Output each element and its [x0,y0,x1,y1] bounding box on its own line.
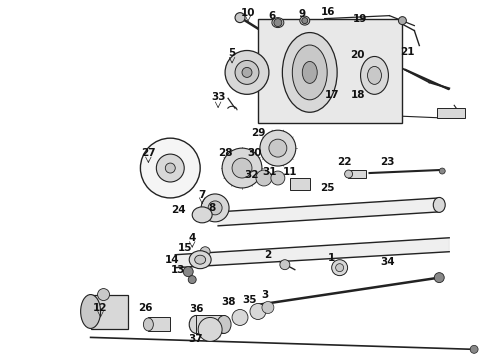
Text: 28: 28 [218,148,232,158]
Text: 11: 11 [283,167,297,177]
Circle shape [256,170,272,186]
Text: 18: 18 [350,90,365,100]
Bar [91,294,128,329]
Text: 32: 32 [245,170,259,180]
Text: 6: 6 [268,11,275,21]
Circle shape [269,139,287,157]
Circle shape [434,273,444,283]
Circle shape [156,154,184,182]
Circle shape [165,163,175,173]
Ellipse shape [302,62,317,84]
Text: 22: 22 [337,157,352,167]
Text: 20: 20 [350,50,365,60]
Bar [148,318,171,332]
Circle shape [141,138,200,198]
Ellipse shape [433,197,445,212]
Circle shape [188,276,196,284]
Circle shape [262,302,274,314]
Text: 19: 19 [352,14,367,24]
Text: 24: 24 [171,205,186,215]
Circle shape [235,60,259,84]
Text: 25: 25 [320,183,335,193]
Ellipse shape [361,57,389,94]
Text: 38: 38 [221,297,235,306]
Circle shape [398,17,406,24]
Text: 30: 30 [248,148,262,158]
Text: 8: 8 [209,203,216,213]
Circle shape [250,303,266,319]
Text: 23: 23 [380,157,395,167]
Text: 14: 14 [165,255,180,265]
Text: 5: 5 [228,49,236,58]
Circle shape [302,18,308,24]
Circle shape [222,148,262,188]
Text: 4: 4 [189,233,196,243]
Bar [258,19,402,123]
FancyArrowPatch shape [405,69,449,89]
Polygon shape [175,238,449,268]
Ellipse shape [81,294,100,328]
Circle shape [232,158,252,178]
Ellipse shape [192,207,212,223]
Ellipse shape [189,315,203,333]
Circle shape [344,170,353,178]
Circle shape [470,345,478,353]
Circle shape [260,130,296,166]
Bar [196,315,224,333]
Circle shape [332,260,347,276]
Ellipse shape [300,16,310,25]
Text: 26: 26 [138,302,153,312]
Text: 1: 1 [328,253,335,263]
Text: 27: 27 [141,148,156,158]
Ellipse shape [293,45,327,100]
Circle shape [280,260,290,270]
Text: 17: 17 [324,90,339,100]
Circle shape [225,50,269,94]
Text: 15: 15 [178,243,193,253]
Circle shape [208,201,222,215]
Text: 34: 34 [380,257,395,267]
Bar [347,170,366,178]
Circle shape [201,194,229,222]
Circle shape [235,13,245,23]
Circle shape [439,168,445,174]
Text: 37: 37 [188,334,202,345]
Circle shape [271,171,285,185]
Text: 21: 21 [400,48,415,58]
Text: 7: 7 [198,190,206,200]
Polygon shape [218,198,439,226]
Text: 13: 13 [171,265,186,275]
Circle shape [98,289,110,301]
Text: 36: 36 [189,305,203,315]
Circle shape [336,264,343,272]
Text: 33: 33 [211,92,225,102]
Ellipse shape [195,255,206,264]
Ellipse shape [144,318,153,331]
Text: 16: 16 [320,6,335,17]
Text: 31: 31 [263,167,277,177]
Circle shape [242,67,252,77]
Text: 10: 10 [241,8,255,18]
Text: 3: 3 [261,289,269,300]
Text: 29: 29 [251,128,265,138]
Ellipse shape [272,18,284,28]
Circle shape [274,19,282,27]
Text: 35: 35 [243,294,257,305]
Circle shape [232,310,248,325]
Text: 12: 12 [93,302,108,312]
Ellipse shape [282,32,337,112]
Text: 2: 2 [264,250,271,260]
Ellipse shape [368,67,382,84]
Text: 9: 9 [298,9,305,19]
Ellipse shape [189,251,211,269]
Circle shape [183,267,193,276]
Ellipse shape [217,315,231,333]
Circle shape [198,318,222,341]
Bar [290,178,310,190]
Bar [437,108,465,118]
Circle shape [200,247,210,257]
